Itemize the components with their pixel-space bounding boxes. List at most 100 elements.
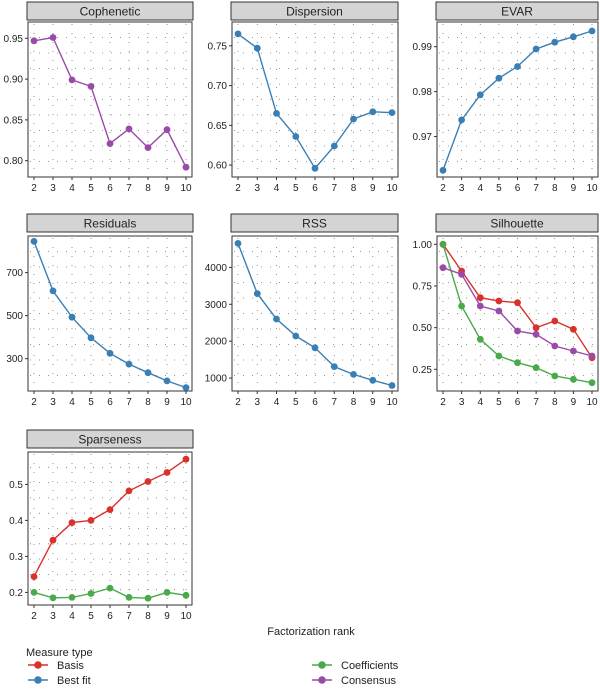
panel-evar: EVAR 0.97 0.98 0.99 2 3 4 5 6 7 8 9 10 (413, 1, 599, 194)
data-point (551, 342, 559, 350)
y-tick-label: 0.65 (208, 121, 228, 132)
x-tick-label: 7 (331, 183, 337, 194)
data-point (182, 384, 190, 391)
data-point (588, 379, 596, 387)
data-point (68, 76, 76, 84)
x-tick-label: 4 (69, 397, 75, 408)
y-tick-label: 500 (6, 311, 23, 322)
legend-item-consensus: Consensus (312, 675, 397, 687)
data-point (350, 115, 357, 123)
legend-label: Coefficients (341, 660, 399, 672)
x-tick-label: 10 (180, 611, 192, 622)
plot-area (27, 21, 193, 178)
data-point (292, 133, 300, 140)
y-tick-label: 0.60 (208, 161, 228, 172)
data-point (495, 74, 503, 82)
x-tick-label: 7 (533, 183, 539, 194)
x-tick-label: 2 (31, 611, 37, 622)
data-point (350, 371, 357, 378)
x-tick-label: 5 (293, 183, 299, 194)
series-basis (30, 455, 190, 580)
x-tick-label: 6 (515, 183, 521, 194)
data-point (476, 294, 484, 302)
data-point (369, 108, 377, 116)
data-point (125, 487, 133, 495)
data-point (458, 116, 465, 124)
y-tick-label: 0.25 (413, 365, 433, 376)
x-tick-label: 2 (440, 183, 446, 194)
data-point (182, 591, 190, 599)
data-point (30, 238, 38, 245)
legend-label: Best fit (57, 675, 91, 687)
data-point (439, 264, 447, 272)
x-tick-label: 6 (107, 183, 113, 194)
legend-key-point (318, 676, 326, 684)
data-point (495, 307, 503, 315)
x-tick-label: 3 (50, 397, 56, 408)
x-tick-label: 8 (145, 183, 151, 194)
x-tick-label: 3 (50, 183, 56, 194)
y-tick-label: 0.80 (4, 156, 24, 167)
data-point (125, 594, 133, 601)
y-tick-label: 0.85 (4, 115, 24, 126)
x-tick-label: 10 (180, 397, 192, 408)
data-point (30, 589, 38, 596)
legend-key-point (318, 661, 326, 669)
x-tick-label: 5 (496, 183, 502, 194)
data-point (311, 344, 319, 352)
data-point (182, 163, 190, 171)
data-point (234, 30, 242, 38)
data-point (532, 364, 540, 372)
x-tick-label: 6 (312, 183, 318, 194)
y-tick-label: 0.90 (4, 75, 24, 86)
series-best-fit (30, 238, 190, 391)
x-tick-label: 8 (552, 183, 558, 194)
facet-title: Cophenetic (80, 5, 141, 19)
data-point (495, 352, 503, 360)
x-tick-label: 7 (126, 611, 132, 622)
data-point (163, 589, 171, 596)
y-tick-label: 0.98 (413, 87, 433, 98)
data-point (106, 506, 114, 513)
data-point (253, 290, 261, 297)
data-point (30, 573, 38, 580)
x-tick-label: 8 (351, 183, 357, 194)
facet-title: Silhouette (490, 217, 544, 231)
data-point (514, 63, 521, 70)
data-point (125, 125, 133, 133)
data-point (330, 363, 338, 370)
panel-cophenetic: Cophenetic 0.80 0.85 0.90 0.95 2 3 4 5 6 7 8 9 10 (4, 1, 194, 194)
plot-area (27, 451, 193, 606)
x-tick-label: 4 (69, 611, 75, 622)
legend-label: Consensus (341, 675, 397, 687)
data-point (163, 377, 171, 385)
x-tick-label: 2 (31, 183, 37, 194)
data-point (182, 455, 190, 463)
data-point (125, 360, 133, 368)
y-tick-label: 0.3 (9, 552, 23, 563)
x-tick-label: 9 (164, 397, 170, 408)
y-tick-label: 300 (6, 354, 23, 365)
series-consensus (30, 34, 190, 171)
legend-label: Basis (57, 660, 84, 672)
data-point (388, 382, 396, 389)
y-tick-label: 0.75 (413, 282, 433, 293)
facet-strip (435, 213, 599, 233)
data-point (330, 142, 338, 150)
data-point (68, 594, 76, 601)
data-point (476, 335, 484, 343)
y-tick-label: 2000 (205, 337, 228, 348)
data-point (388, 109, 396, 116)
data-point (439, 166, 447, 174)
x-tick-label: 6 (515, 397, 521, 408)
y-tick-label: 1000 (205, 374, 228, 385)
x-tick-label: 3 (254, 183, 260, 194)
x-tick-label: 10 (386, 183, 398, 194)
data-point (570, 375, 577, 383)
data-point (49, 287, 57, 295)
data-point (234, 240, 242, 247)
facet-strip (435, 1, 599, 21)
data-point (532, 330, 540, 338)
